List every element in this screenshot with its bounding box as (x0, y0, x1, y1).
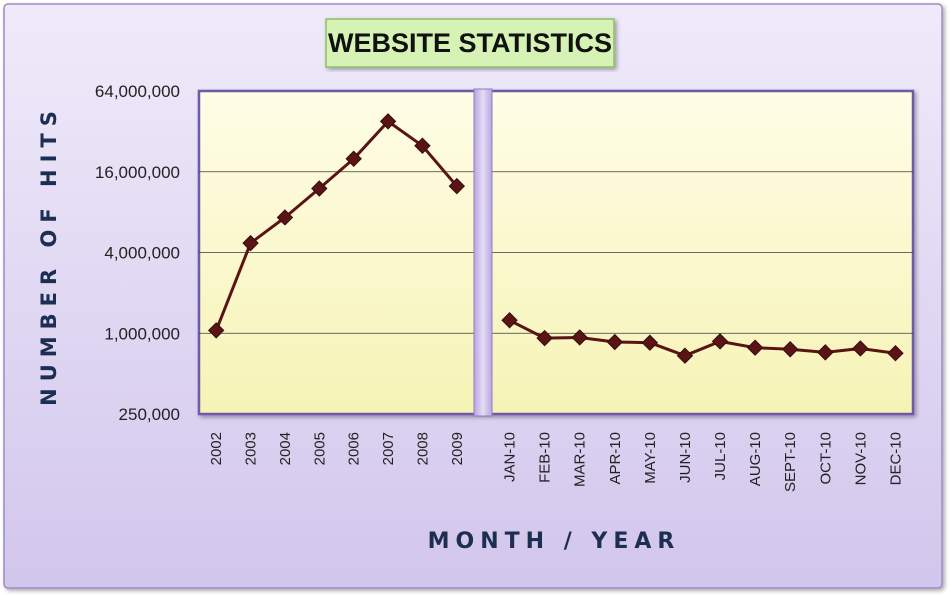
data-point-marker (571, 329, 588, 346)
y-tick-label: 1,000,000 (104, 324, 180, 343)
series-line (214, 119, 458, 331)
x-tick-label: JUN-10 (677, 432, 694, 483)
title-box (325, 18, 615, 68)
data-point-marker (817, 344, 834, 361)
x-axis-title: MONTH / YEAR (428, 529, 681, 554)
x-tick-label: MAR-10 (572, 432, 589, 487)
x-tick-label: OCT-10 (817, 432, 834, 485)
y-tick-label: 64,000,000 (95, 82, 180, 101)
data-point-marker (345, 150, 362, 167)
x-tick-label: 2003 (243, 432, 260, 465)
data-point-marker (448, 177, 466, 195)
data-point-marker (782, 341, 799, 358)
x-tick-label: NOV-10 (852, 432, 869, 485)
x-tick-label: APR-10 (607, 432, 624, 485)
data-point-marker (711, 333, 729, 350)
data-point-marker (746, 339, 764, 356)
data-point-marker (887, 344, 904, 362)
series-hits (207, 113, 904, 364)
y-axis-title: NUMBER OF HITS (37, 104, 61, 406)
x-tick-label: 2009 (449, 432, 466, 465)
gridlines (199, 171, 913, 334)
data-point-marker (311, 180, 328, 197)
data-point-marker (276, 209, 294, 226)
data-point-marker (852, 340, 869, 357)
x-tick-label: 2007 (380, 432, 397, 465)
data-point-marker (414, 137, 431, 154)
y-tick-label: 16,000,000 (95, 163, 180, 182)
panel-divider (473, 88, 493, 417)
data-point-marker (641, 334, 659, 351)
x-tick-label: JUL-10 (712, 432, 729, 480)
x-tick-label: 2002 (208, 432, 225, 465)
x-tick-label: 2006 (346, 432, 363, 465)
data-point-marker (207, 322, 225, 339)
data-point-marker (676, 347, 694, 364)
x-tick-label: 2005 (311, 432, 328, 465)
x-tick-label: MAY-10 (642, 432, 659, 484)
x-tick-label: 2004 (277, 432, 294, 465)
x-tick-label: DEC-10 (888, 432, 905, 485)
x-axis-ticks: 2002 2003 2004 2005 2006 2007 2008 2009 JAN-10 FE… (208, 432, 904, 492)
y-tick-label: 250,000 (119, 405, 180, 424)
x-tick-label: AUG-10 (747, 432, 764, 486)
data-point-marker (501, 312, 518, 329)
x-tick-label: FEB-10 (537, 432, 554, 483)
data-point-marker (242, 234, 259, 252)
x-tick-label: SEPT-10 (782, 432, 799, 492)
data-point-marker (379, 113, 397, 130)
y-axis-ticks: 250,000 1,000,000 4,000,000 16,000,000 64,00… (95, 82, 180, 424)
chart-title: WEBSITE STATISTICS (328, 28, 612, 58)
x-tick-label: 2008 (414, 432, 431, 465)
data-point-marker (606, 333, 623, 351)
data-point-marker (536, 329, 553, 347)
x-tick-label: JAN-10 (502, 432, 519, 482)
y-tick-label: 4,000,000 (104, 244, 180, 263)
